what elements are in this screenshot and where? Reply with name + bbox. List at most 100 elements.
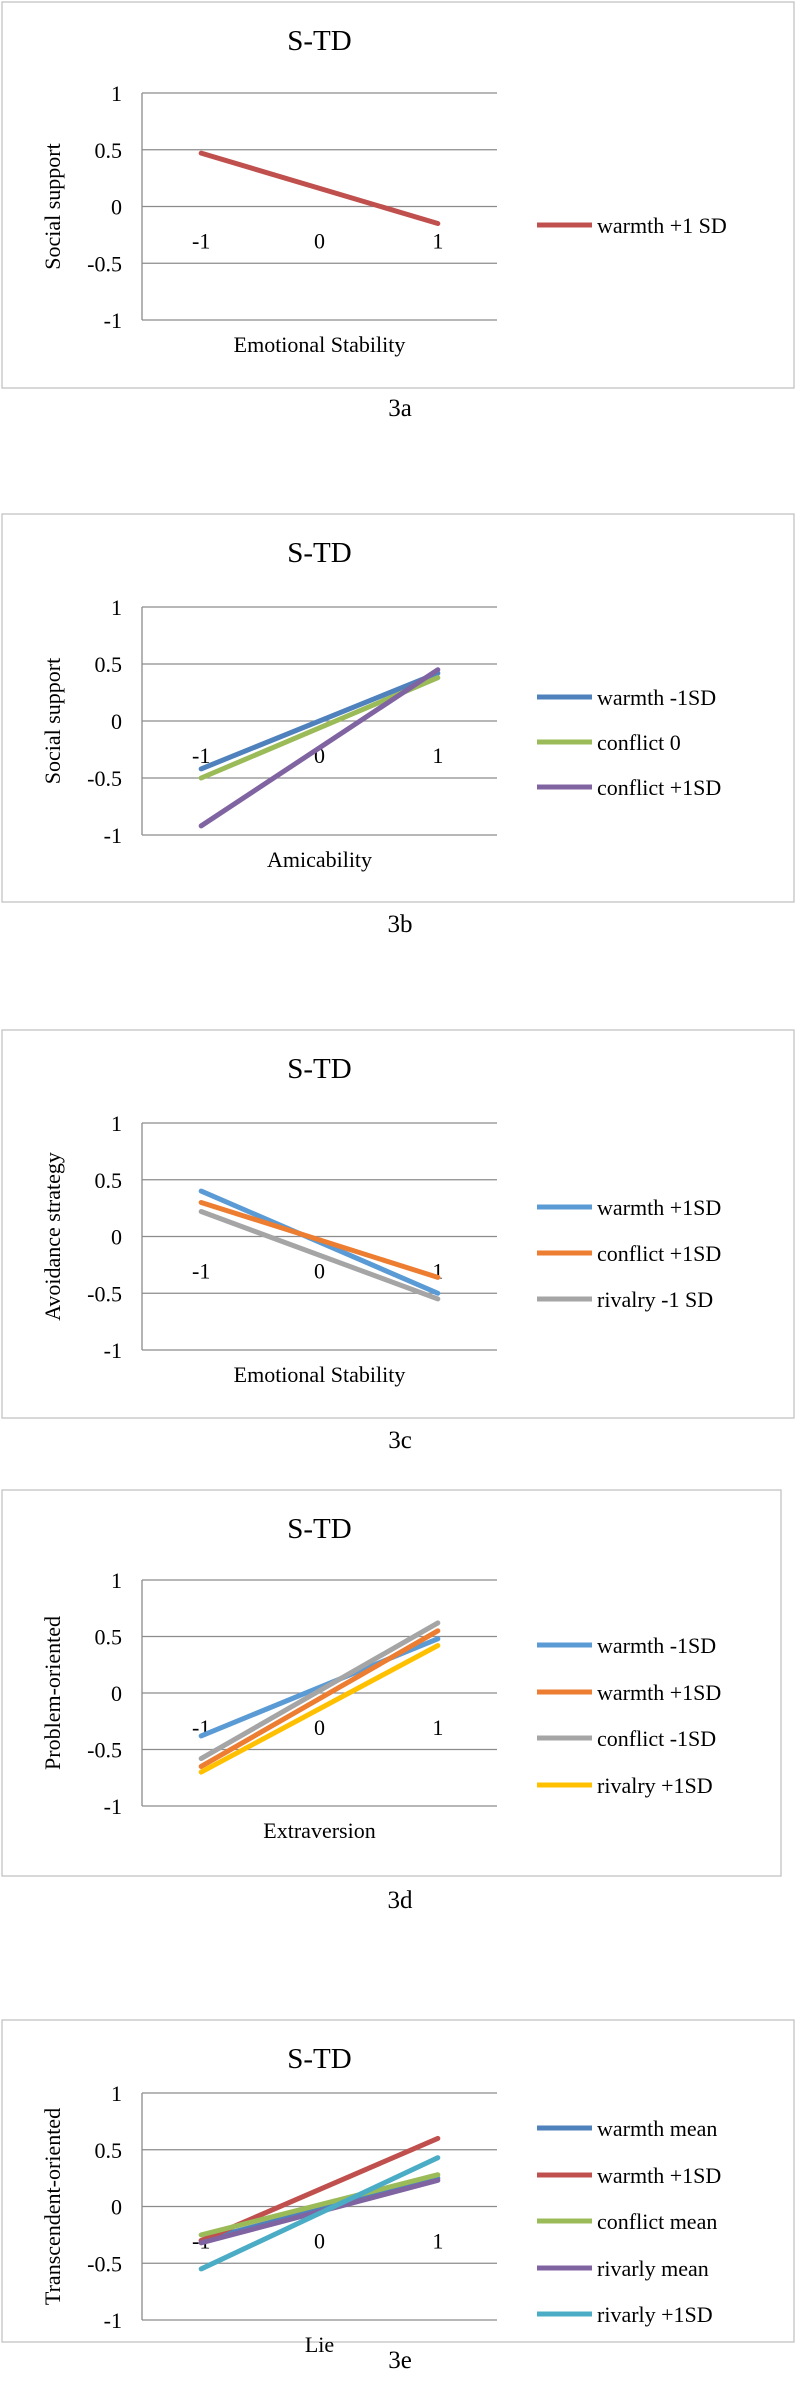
- legend-label: conflict +1SD: [597, 1241, 721, 1266]
- y-tick-label: 1: [111, 2081, 122, 2106]
- x-tick-label: -1: [192, 743, 210, 768]
- y-tick-label: 1: [111, 81, 122, 106]
- legend-label: warmth mean: [597, 2116, 717, 2141]
- x-tick-label: 1: [432, 229, 443, 254]
- series-line-2: [198, 1628, 441, 1769]
- legend-label: rivarly +1SD: [597, 2302, 713, 2327]
- x-tick-label: -1: [192, 229, 210, 254]
- series-line-4: [198, 1643, 441, 1775]
- figure-caption: 3e: [388, 2347, 412, 2374]
- y-tick-label: 0.5: [95, 138, 123, 163]
- legend-label: conflict 0: [597, 730, 681, 755]
- legend-label: warmth -1SD: [597, 1633, 716, 1658]
- x-axis-label: Lie: [305, 2332, 334, 2357]
- legend: warmth +1 SD: [537, 213, 727, 238]
- x-tick-label: 1: [432, 1715, 443, 1740]
- legend: warmth +1SD conflict +1SD rivalry -1 SD: [537, 1195, 721, 1312]
- y-tick-label: -1: [104, 1794, 122, 1819]
- x-tick-label: 0: [314, 743, 325, 768]
- y-tick-label: 0.5: [95, 1625, 123, 1650]
- y-tick-label: -1: [104, 823, 122, 848]
- y-tick-label: 0: [111, 2195, 122, 2220]
- figure-caption: 3d: [388, 1887, 414, 1914]
- legend: warmth -1SD conflict 0 conflict +1SD: [537, 685, 721, 800]
- y-axis-label: Social support: [40, 143, 65, 270]
- legend-label: rivalry -1 SD: [597, 1287, 713, 1312]
- y-tick-label: -1: [104, 2308, 122, 2333]
- chart-title: S-TD: [287, 537, 351, 569]
- legend-label: warmth +1SD: [597, 1680, 721, 1705]
- chart-panel-1: S-TD 1 0.5 0 -0.5 -1 -1 0 1 Emotional Stability So…: [1, 1, 795, 422]
- legend-label: rivalry +1SD: [597, 1773, 713, 1798]
- y-tick-label: 0.5: [95, 652, 123, 677]
- x-tick-label: 0: [314, 2229, 325, 2254]
- x-axis-label: Emotional Stability: [234, 332, 406, 357]
- chart-title: S-TD: [287, 1053, 351, 1085]
- series-line-3: [198, 667, 441, 829]
- figure-caption: 3b: [388, 911, 413, 938]
- x-tick-label: 0: [314, 1259, 325, 1284]
- series-line-1: [198, 670, 441, 772]
- y-axis-label: Problem-oriented: [40, 1616, 65, 1770]
- chart-panel-2: S-TD 1 0.5 0 -0.5 -1 -1 0 1 Amicability Social sup…: [1, 513, 795, 938]
- legend-label: conflict +1SD: [597, 775, 721, 800]
- figure-caption: 3a: [388, 395, 412, 422]
- y-tick-label: 0: [111, 1681, 122, 1706]
- chart-title: S-TD: [287, 1513, 351, 1545]
- chart-frame: [1, 1, 795, 389]
- y-tick-label: 1: [111, 1111, 122, 1136]
- x-axis-label: Amicability: [267, 847, 372, 872]
- x-tick-label: 1: [432, 743, 443, 768]
- series-line-3: [198, 2172, 441, 2238]
- y-tick-label: -0.5: [87, 251, 122, 276]
- x-tick-label: 0: [314, 1715, 325, 1740]
- y-tick-label: 0.5: [95, 2138, 123, 2163]
- legend-label: conflict mean: [597, 2209, 717, 2234]
- chart-title: S-TD: [287, 2043, 351, 2075]
- chart-frame: [1, 513, 795, 903]
- x-tick-label: 1: [432, 2229, 443, 2254]
- chart-panel-3: S-TD 1 0.5 0 -0.5 -1 -1 0 1 Emotional Stability Av…: [1, 1029, 795, 1454]
- chart-frame: [1, 1489, 782, 1877]
- chart-frame: [1, 2019, 795, 2343]
- chart-title: S-TD: [287, 25, 351, 57]
- legend-label: warmth -1SD: [597, 685, 716, 710]
- y-tick-label: -0.5: [87, 2251, 122, 2276]
- legend: warmth mean warmth +1SD conflict mean rivar…: [537, 2116, 721, 2327]
- y-axis-label: Transcendent-oriented: [40, 2108, 65, 2305]
- figure-caption: 3c: [388, 1427, 412, 1454]
- legend: warmth -1SD warmth +1SD conflict -1SD rival…: [537, 1633, 721, 1798]
- x-axis-label: Extraversion: [263, 1818, 375, 1843]
- y-tick-label: 0: [111, 1225, 122, 1250]
- legend-label: warmth +1SD: [597, 2163, 721, 2188]
- x-axis-label: Emotional Stability: [234, 1362, 406, 1387]
- series-line-5: [198, 2155, 441, 2272]
- chart-frame: [1, 1029, 795, 1419]
- y-tick-label: 0: [111, 709, 122, 734]
- y-tick-label: -1: [104, 1338, 122, 1363]
- y-axis-label: Social support: [40, 658, 65, 785]
- y-tick-label: 0: [111, 195, 122, 220]
- x-tick-label: -1: [192, 1259, 210, 1284]
- legend-label: warmth +1 SD: [597, 213, 727, 238]
- y-tick-label: 1: [111, 595, 122, 620]
- legend-label: warmth +1SD: [597, 1195, 721, 1220]
- legend-label: rivarly mean: [597, 2256, 709, 2281]
- series-line-2: [198, 1199, 441, 1280]
- y-tick-label: -0.5: [87, 1738, 122, 1763]
- y-tick-label: -1: [104, 308, 122, 333]
- series-line-1: [198, 150, 441, 227]
- series-line-3: [198, 1620, 441, 1762]
- y-tick-label: -0.5: [87, 1281, 122, 1306]
- series-line-3: [198, 1209, 441, 1302]
- y-tick-label: 1: [111, 1568, 122, 1593]
- x-tick-label: 0: [314, 229, 325, 254]
- y-tick-label: 0.5: [95, 1168, 123, 1193]
- legend-label: conflict -1SD: [597, 1726, 716, 1751]
- x-tick-label: 1: [432, 1259, 443, 1284]
- y-axis-label: Avoidance strategy: [40, 1152, 65, 1321]
- y-tick-label: -0.5: [87, 766, 122, 791]
